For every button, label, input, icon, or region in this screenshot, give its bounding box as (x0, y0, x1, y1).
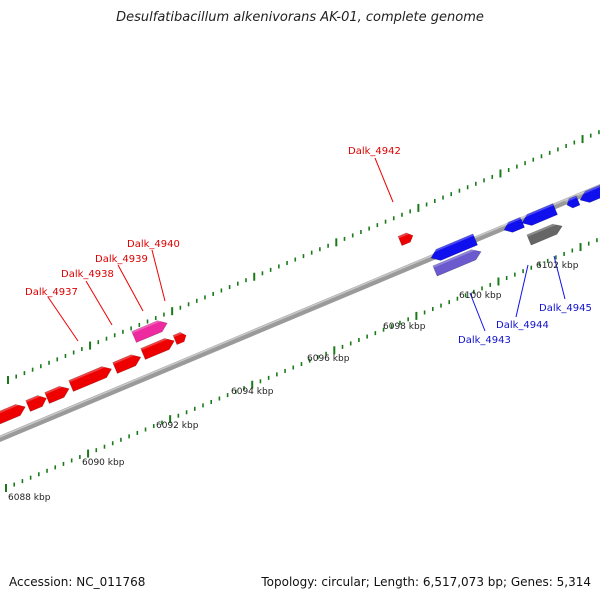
label-leader-line (515, 264, 529, 318)
label-leader-lines (47, 157, 566, 342)
pseudo-feature[interactable] (526, 221, 564, 246)
gene-arrow[interactable] (68, 363, 114, 392)
rna-gene-arrow[interactable] (131, 317, 170, 343)
gene-arrow-dalk-4942[interactable] (397, 230, 415, 247)
gene-arrow-dalk-4943[interactable] (428, 233, 478, 264)
accession-text: Accession: NC_011768 (9, 575, 146, 589)
gene-label-dalk-4938[interactable]: Dalk_4938 (61, 269, 114, 280)
gene-label-dalk-4937[interactable]: Dalk_4937 (25, 287, 78, 298)
inner-tick-ring (5, 238, 598, 492)
label-leader-line (553, 255, 566, 300)
gene-label-dalk-4944[interactable]: Dalk_4944 (496, 320, 549, 331)
genome-summary-text: Topology: circular; Length: 6,517,073 bp… (261, 575, 591, 589)
feature-box[interactable] (432, 246, 483, 277)
label-leader-line (85, 280, 113, 326)
label-leader-line (151, 249, 166, 302)
scale-label: 6092 kbp (156, 421, 199, 431)
scale-label: 6098 kbp (383, 322, 426, 332)
label-leader-line (469, 292, 486, 332)
gene-arrow[interactable] (565, 195, 581, 210)
label-leader-line (374, 157, 394, 203)
gene-label-dalk-4942[interactable]: Dalk_4942 (348, 146, 401, 157)
gene-arrow[interactable] (44, 383, 72, 404)
scale-label: 6090 kbp (82, 458, 125, 468)
feature-track (0, 182, 600, 426)
genome-backbone-highlight (0, 184, 600, 438)
scale-label: 6096 kbp (307, 354, 350, 364)
gene-arrow[interactable] (25, 392, 49, 412)
genome-title: Desulfatibacillum alkenivorans AK-01, co… (116, 10, 484, 25)
gene-arrow[interactable] (140, 335, 177, 360)
label-leader-line (117, 264, 144, 312)
gene-label-dalk-4940[interactable]: Dalk_4940 (127, 239, 180, 250)
gene-label-dalk-4943[interactable]: Dalk_4943 (458, 335, 511, 346)
gene-arrow[interactable] (577, 182, 600, 206)
gene-arrow-dalk-4944[interactable] (519, 203, 558, 229)
scale-label: 6102 kbp (536, 261, 579, 271)
gene-arrow[interactable] (501, 216, 525, 235)
scale-label: 6088 kbp (8, 493, 51, 503)
scale-label: 6100 kbp (459, 291, 502, 301)
label-leader-line (47, 296, 79, 342)
scale-label: 6094 kbp (231, 387, 274, 397)
gene-label-dalk-4945[interactable]: Dalk_4945 (539, 303, 592, 314)
gene-arrow[interactable] (112, 351, 143, 374)
gene-arrow[interactable] (0, 401, 28, 426)
gene-arrow[interactable] (172, 330, 188, 346)
outer-tick-ring (7, 130, 600, 384)
gene-label-dalk-4939[interactable]: Dalk_4939 (95, 254, 148, 265)
